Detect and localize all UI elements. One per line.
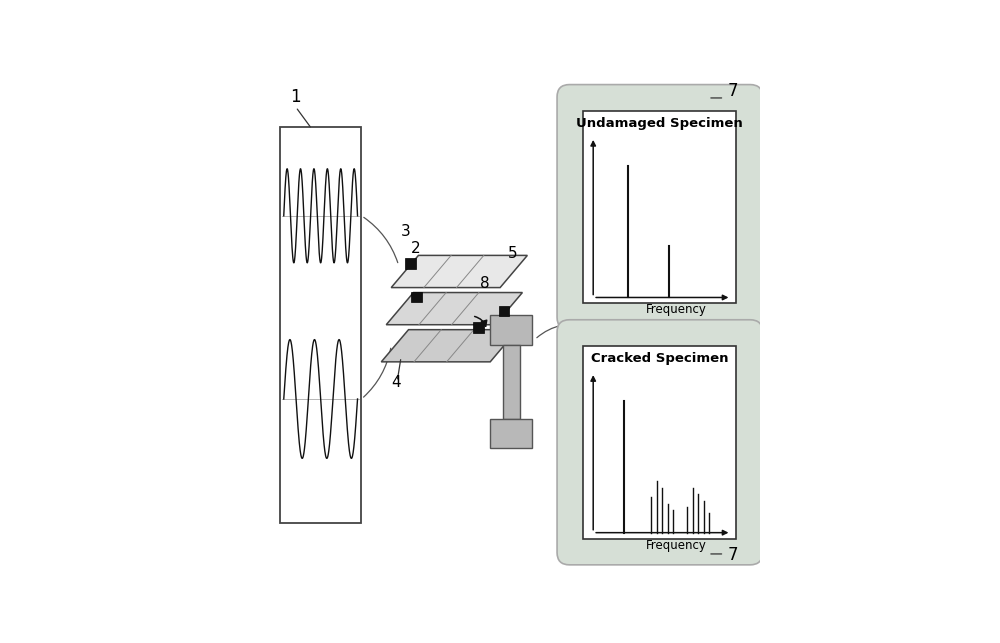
Bar xyxy=(583,346,736,539)
Polygon shape xyxy=(391,255,527,287)
Bar xyxy=(490,315,532,345)
Text: 8: 8 xyxy=(480,276,490,291)
Bar xyxy=(490,419,532,449)
Text: Cracked Specimen: Cracked Specimen xyxy=(591,352,729,365)
Text: 5: 5 xyxy=(508,246,517,261)
Text: 2: 2 xyxy=(411,241,421,256)
Text: 7: 7 xyxy=(728,546,738,564)
Bar xyxy=(499,307,509,316)
Text: 7: 7 xyxy=(728,82,738,100)
Polygon shape xyxy=(381,330,517,362)
Text: Undamaged Specimen: Undamaged Specimen xyxy=(576,117,743,130)
Polygon shape xyxy=(386,293,522,325)
Bar xyxy=(473,322,484,333)
Bar xyxy=(503,345,520,419)
FancyBboxPatch shape xyxy=(557,320,763,565)
Bar xyxy=(583,111,736,303)
Text: 1: 1 xyxy=(290,88,300,106)
Bar xyxy=(405,258,416,269)
Text: 3: 3 xyxy=(401,224,411,239)
Text: Frequency: Frequency xyxy=(646,303,707,316)
Bar xyxy=(280,127,361,523)
Bar xyxy=(411,291,422,302)
FancyBboxPatch shape xyxy=(557,85,763,330)
Text: 4: 4 xyxy=(391,375,401,390)
Text: Frequency: Frequency xyxy=(646,539,707,552)
